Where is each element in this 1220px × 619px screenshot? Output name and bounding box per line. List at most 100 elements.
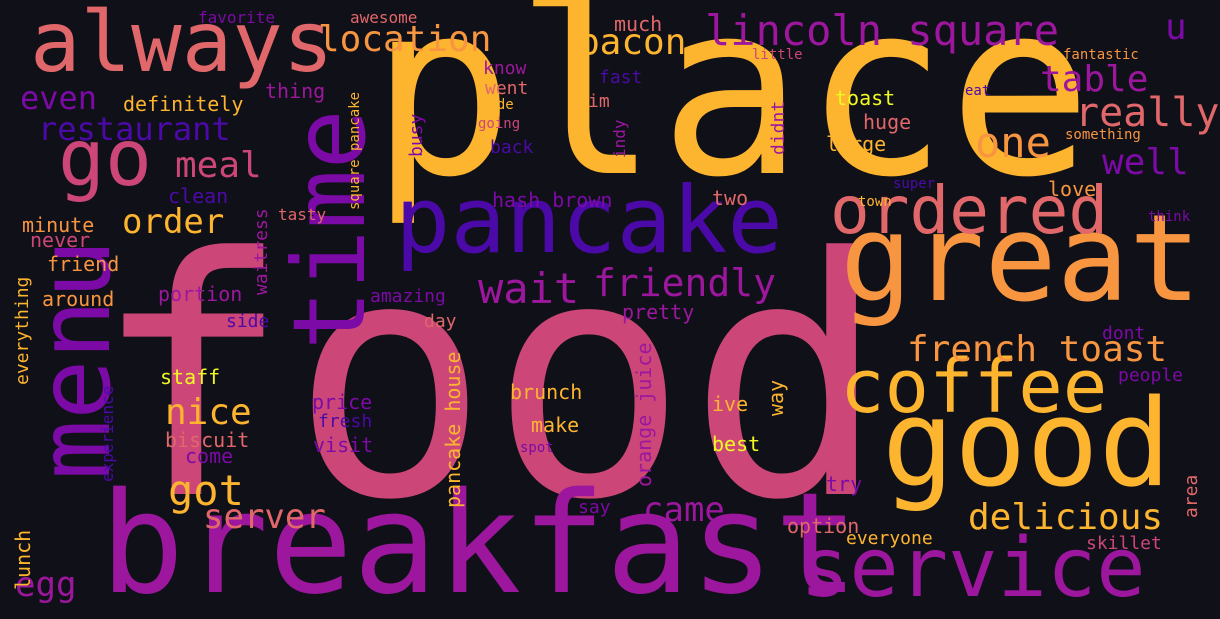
word-make: make <box>531 413 580 437</box>
word-biscuit: biscuit <box>165 428 250 452</box>
word-dont: dont <box>1102 323 1146 344</box>
word-price: price <box>312 390 373 414</box>
word-square-pancake: square pancake <box>347 91 363 210</box>
word-lunch: lunch <box>11 529 35 590</box>
word-portion: portion <box>158 282 243 306</box>
word-u: u <box>1165 7 1187 48</box>
word-tasty: tasty <box>278 205 327 224</box>
word-indy: indy <box>610 119 629 158</box>
word-place: place <box>370 0 1093 230</box>
word-nice: nice <box>165 392 252 433</box>
word-know: know <box>483 58 527 79</box>
word-service: service <box>800 521 1146 616</box>
word-favorite: favorite <box>198 8 276 27</box>
word-pancake: pancake <box>395 167 783 274</box>
word-think: think <box>1148 209 1191 225</box>
word-toast: toast <box>835 86 896 110</box>
word-never: never <box>30 228 91 252</box>
word-one: one <box>975 118 1051 167</box>
word-delicious: delicious <box>968 497 1164 538</box>
word-went: went <box>485 78 529 99</box>
word-say: say <box>578 497 611 518</box>
word-everyone: everyone <box>846 528 933 549</box>
word-go: go <box>58 114 152 204</box>
word-something: something <box>1065 127 1141 143</box>
word-pancake-house: pancake house <box>441 351 465 508</box>
word-spot: spot <box>520 440 554 456</box>
word-didnt: didnt <box>768 100 789 155</box>
word-orange-juice: orange juice <box>632 342 656 488</box>
word-best: best <box>712 432 761 456</box>
word-waitress: waitress <box>251 208 272 295</box>
word-visit: visit <box>313 433 374 457</box>
word-well: well <box>1102 142 1189 183</box>
word-food: food <box>92 188 887 572</box>
word-ive: ive <box>712 392 749 416</box>
word-town: town <box>858 194 892 210</box>
word-people: people <box>1118 365 1184 386</box>
word-table: table <box>1040 59 1149 100</box>
word-busy: busy <box>406 113 427 157</box>
word-wait: wait <box>478 264 580 313</box>
word-little: little <box>752 47 803 63</box>
word-definitely: definitely <box>123 92 244 116</box>
word-made: made <box>480 97 514 113</box>
word-super: super <box>893 176 936 192</box>
word-two: two <box>712 186 749 210</box>
word-french-toast: french toast <box>907 329 1168 370</box>
word-time: time <box>271 109 388 350</box>
word-come: come <box>185 444 234 468</box>
word-good: good <box>882 375 1171 514</box>
word-bacon: bacon <box>578 22 687 63</box>
word-large: large <box>826 132 887 156</box>
word-way: way <box>764 379 788 416</box>
word-love: love <box>1048 177 1097 201</box>
word-much: much <box>614 12 663 36</box>
word-staff: staff <box>160 365 221 389</box>
word-egg: egg <box>15 565 77 605</box>
word-order: order <box>122 202 225 242</box>
word-meal: meal <box>175 145 262 186</box>
word-awesome: awesome <box>350 8 418 27</box>
word-fast: fast <box>599 67 643 88</box>
word-minute: minute <box>22 213 95 237</box>
word-clean: clean <box>168 184 229 208</box>
word-back: back <box>490 137 534 158</box>
word-came: came <box>643 490 725 530</box>
word-everything: everything <box>12 276 33 385</box>
word-experience: experience <box>98 385 117 482</box>
word-around: around <box>42 287 115 311</box>
word-hash-brown: hash brown <box>492 188 613 212</box>
word-area: area <box>1181 474 1202 518</box>
word-fresh: fresh <box>318 411 373 432</box>
word-going: going <box>478 116 521 132</box>
word-even: even <box>20 79 98 117</box>
word-fantastic: fantastic <box>1063 47 1139 63</box>
word-thing: thing <box>265 79 326 103</box>
word-im: im <box>588 91 610 112</box>
word-side: side <box>226 311 270 332</box>
word-great: great <box>840 190 1202 329</box>
word-breakfast: breakfast <box>100 463 859 619</box>
word-friendly: friendly <box>593 261 777 305</box>
word-option: option <box>787 514 860 538</box>
word-day: day <box>424 311 457 332</box>
word-eat: eat <box>965 83 991 99</box>
word-huge: huge <box>863 110 912 134</box>
word-really: really <box>1075 90 1220 136</box>
word-brunch: brunch <box>510 380 583 404</box>
word-amazing: amazing <box>370 286 446 307</box>
word-lincoln-square: lincoln square <box>705 6 1060 55</box>
word-coffee: coffee <box>840 344 1108 430</box>
word-server: server <box>203 497 326 537</box>
word-ordered: ordered <box>830 172 1109 249</box>
word-location: location <box>318 19 492 60</box>
word-skillet: skillet <box>1086 533 1162 554</box>
word-try: try <box>826 472 863 496</box>
word-pretty: pretty <box>622 300 695 324</box>
word-got: got <box>168 466 244 515</box>
word-friend: friend <box>47 252 120 276</box>
word-restaurant: restaurant <box>38 110 231 148</box>
word-always: always <box>30 0 334 91</box>
